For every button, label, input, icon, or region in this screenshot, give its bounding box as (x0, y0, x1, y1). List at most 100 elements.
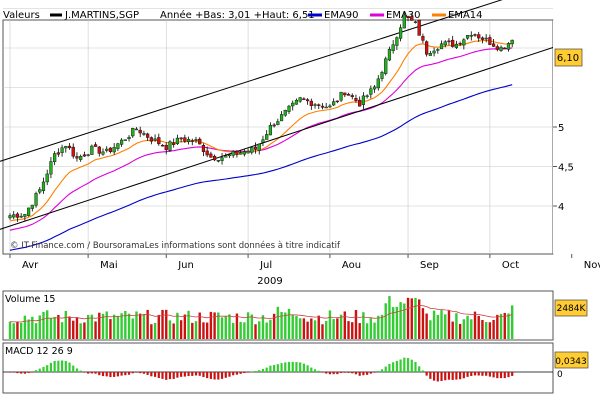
candle-body (209, 153, 213, 158)
volume-bar (157, 314, 160, 339)
candle-body (417, 19, 421, 36)
macd-histogram-bar (250, 371, 253, 373)
candle-body (250, 147, 254, 153)
candle-body (432, 50, 436, 54)
candle-body (123, 139, 127, 141)
macd-histogram-bar (194, 372, 198, 376)
candle-body (495, 46, 499, 50)
macd-histogram-bar (38, 368, 41, 372)
candle-body (112, 147, 116, 153)
candle-body (283, 110, 287, 116)
macd-histogram-bar (109, 372, 112, 378)
x-tick-label: Avr (22, 260, 39, 271)
candle-body (179, 137, 183, 140)
volume-bar (191, 322, 194, 339)
volume-bar (19, 322, 23, 339)
macd-histogram-bar (12, 372, 15, 373)
volume-bar (421, 308, 425, 339)
candle-body (71, 146, 75, 157)
candle-body (242, 151, 246, 155)
volume-bar (462, 319, 466, 339)
volume-bar (280, 311, 283, 339)
candle-body (90, 145, 94, 155)
candle-body (119, 139, 124, 145)
macd-histogram-bar (269, 365, 272, 372)
volume-bar (365, 323, 369, 339)
candle-body (428, 53, 432, 56)
volume-bar (34, 323, 38, 339)
volume-bar (16, 321, 19, 339)
candle-body (298, 97, 302, 102)
macd-histogram-bar (310, 367, 313, 372)
macd-histogram-bar (146, 372, 149, 375)
macd-histogram-bar (373, 372, 376, 373)
volume-bar (116, 315, 120, 339)
macd-histogram-bar (488, 372, 491, 377)
volume-panel: Volume 15 2484K (2, 290, 588, 341)
macd-histogram-bar (470, 372, 473, 376)
candle-body (75, 156, 79, 159)
candle-body (287, 105, 291, 112)
volume-bar (179, 320, 183, 339)
volume-bar (98, 312, 101, 339)
macd-histogram-bar (239, 372, 242, 374)
macd-panel: MACD 12 26 9 0,0343 0 (2, 342, 589, 394)
macd-histogram-bar (473, 372, 477, 376)
volume-bar (213, 312, 216, 339)
volume-bar (135, 311, 138, 339)
volume-bar (347, 321, 350, 339)
macd-histogram-bar (366, 372, 369, 375)
candle-body (421, 36, 425, 41)
volume-bar (429, 320, 432, 339)
volume-bar (418, 299, 421, 339)
volume-bar (447, 310, 451, 339)
macd-histogram-bar (72, 365, 75, 372)
candle-body (488, 37, 492, 45)
volume-bar (302, 318, 306, 339)
candle-body (413, 21, 418, 23)
candle-body (436, 49, 440, 51)
volume-bar (187, 310, 190, 339)
candle-body (56, 152, 60, 155)
macd-histogram-bar (354, 372, 358, 375)
candle-body (391, 44, 395, 51)
candle-body (399, 27, 403, 39)
macd-histogram-bar (79, 370, 82, 372)
volume-bar (72, 320, 75, 339)
candle-body (67, 145, 72, 149)
volume-bar (220, 317, 224, 339)
candle-body (365, 95, 369, 97)
macd-histogram-bar (228, 372, 231, 377)
macd-histogram-bar (27, 372, 30, 373)
candle-body (224, 155, 228, 158)
candle-body (38, 189, 42, 193)
x-tick-label: Oct (502, 260, 519, 271)
volume-bar (399, 302, 402, 339)
x-ticks: Avr Mai Jun Jul Aou Sep Oct Nov (9, 254, 600, 271)
volume-bar (298, 318, 302, 339)
candle-body (97, 146, 101, 154)
macd-histogram-bar (317, 370, 320, 372)
candle-body (302, 98, 306, 101)
candle-body (41, 181, 46, 191)
candle-body (309, 100, 313, 106)
volume-bar (470, 319, 473, 339)
candle-body (272, 124, 276, 127)
volume-bar (109, 319, 112, 339)
candle-body (146, 133, 150, 138)
volume-bar (139, 313, 142, 339)
volume-bar (477, 315, 480, 339)
macd-histogram-bar (347, 372, 350, 373)
volume-bar (444, 314, 447, 339)
macd-histogram-bar (127, 372, 131, 375)
macd-histogram-bar (183, 372, 186, 377)
volume-bar (373, 322, 376, 339)
x-tick-label: Jul (259, 260, 272, 271)
volume-bar (343, 311, 346, 339)
volume-bar (503, 312, 506, 339)
macd-histogram-bar (220, 372, 224, 379)
volume-bar (101, 313, 105, 339)
volume-bar (339, 314, 343, 339)
macd-histogram-bar (217, 372, 220, 380)
